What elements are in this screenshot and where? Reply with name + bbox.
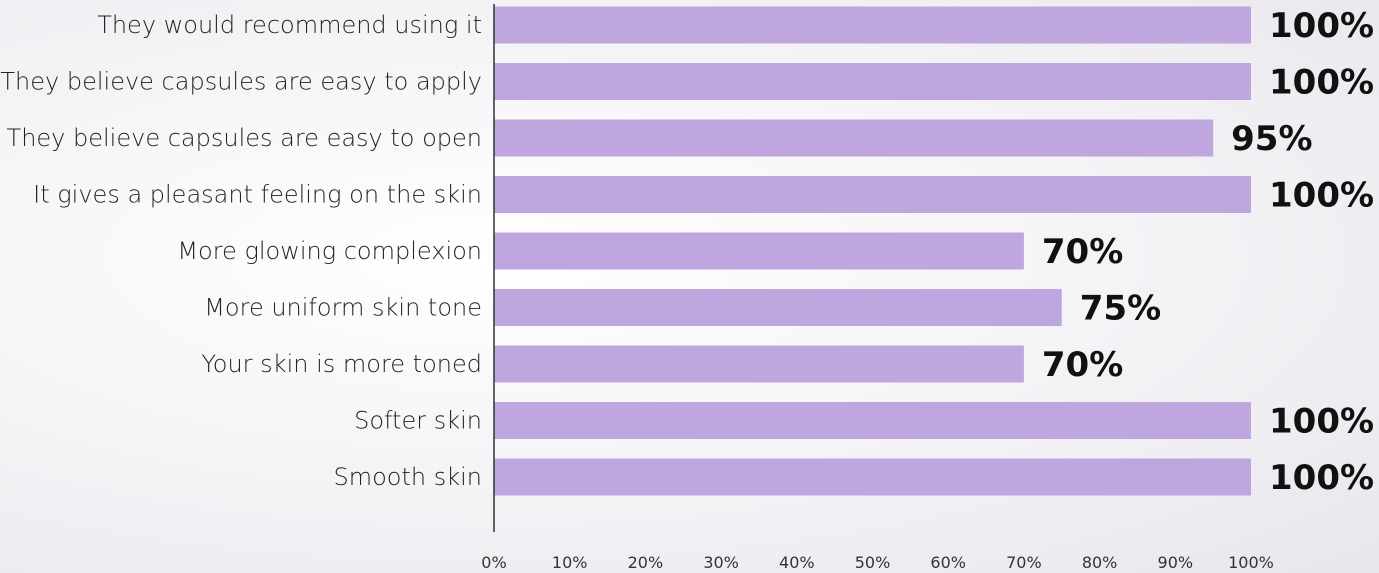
x-tick-label: 60% [930,553,966,572]
bar [494,289,1062,326]
x-tick-label: 80% [1082,553,1118,572]
bar [494,6,1251,44]
category-label: Your skin is more toned [201,350,482,378]
category-label: They believe capsules are easy to apply [0,68,482,96]
x-tick-label: 10% [552,553,588,572]
value-label: 100% [1269,402,1374,442]
category-label: More glowing complexion [177,237,482,265]
x-tick-label: 100% [1228,553,1274,572]
bar [494,232,1024,270]
x-tick-label: 40% [779,553,815,572]
bars-group [494,6,1251,496]
x-tick-label: 90% [1158,553,1194,572]
bar [494,119,1214,157]
value-label: 70% [1042,345,1123,385]
x-tick-label: 20% [628,553,664,572]
category-label: They would recommend using it [97,11,482,39]
category-label: Smooth skin [333,463,482,491]
x-tick-label: 70% [1006,553,1042,572]
category-labels: They would recommend using it They believ… [0,11,482,491]
category-label: They believe capsules are easy to open [7,124,482,152]
value-label: 100% [1269,458,1374,498]
bar [494,176,1251,213]
category-label: It gives a pleasant feeling on the skin [33,181,482,209]
value-label: 75% [1080,289,1161,329]
bar [494,345,1024,383]
value-label: 100% [1269,176,1374,216]
bar [494,63,1251,100]
value-labels: 100% 100% 95% 100% 70% 75% 70% 100% 100% [1042,6,1374,498]
value-label: 100% [1269,6,1374,46]
x-tick-label: 50% [855,553,891,572]
x-tick-label: 30% [703,553,739,572]
x-axis-ticks: 0% 10% 20% 30% 40% 50% 60% 70% 80% 90% 100% [481,553,1274,572]
x-tick-label: 0% [481,553,506,572]
value-label: 70% [1042,232,1123,272]
category-label: More uniform skin tone [204,294,482,322]
bar [494,402,1251,439]
category-label: Softer skin [354,407,482,435]
value-label: 100% [1269,63,1374,103]
value-label: 95% [1231,119,1312,159]
bar [494,458,1251,496]
